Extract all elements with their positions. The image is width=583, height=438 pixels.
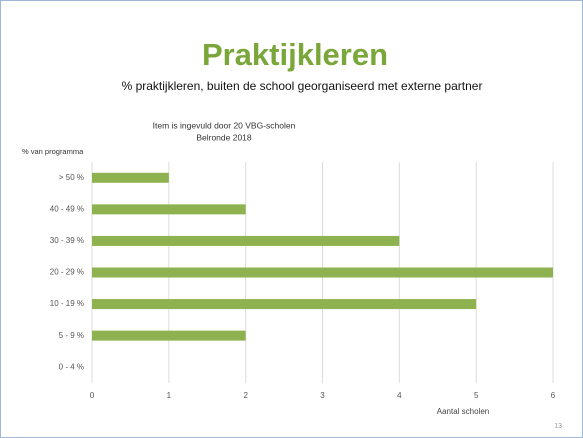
annotation: Item is ingevuld door 20 VBG-scholen: [153, 120, 296, 130]
x-tick-label: 5: [474, 391, 479, 400]
x-tick-label: 1: [167, 391, 172, 400]
bar: [92, 204, 246, 215]
x-tick-label: 3: [320, 391, 325, 400]
bar: [92, 267, 553, 278]
chart-title: Praktijkleren: [202, 37, 388, 72]
chart-subtitle: % praktijkleren, buiten de school georga…: [122, 79, 483, 93]
y-tick-label: 5 - 9 %: [59, 331, 84, 340]
x-tick-label: 0: [90, 391, 95, 400]
x-tick-label: 6: [551, 391, 556, 400]
y-tick-label: 20 - 29 %: [50, 268, 84, 277]
annotation: Belronde 2018: [196, 132, 252, 142]
bar: [92, 235, 400, 246]
y-tick-label: 0 - 4 %: [59, 362, 84, 371]
x-axis-label: Aantal scholen: [437, 407, 489, 416]
page-number: 13: [554, 423, 562, 430]
y-tick-label: 10 - 19 %: [50, 299, 84, 308]
y-tick-label: 40 - 49 %: [50, 204, 84, 213]
bar: [92, 172, 169, 183]
x-tick-label: 4: [397, 391, 402, 400]
bar: [92, 330, 246, 341]
y-tick-label: > 50 %: [59, 173, 84, 182]
x-tick-label: 2: [243, 391, 248, 400]
y-axis-label: % van programma: [22, 147, 84, 156]
y-tick-label: 30 - 39 %: [50, 236, 84, 245]
bar: [92, 299, 477, 310]
